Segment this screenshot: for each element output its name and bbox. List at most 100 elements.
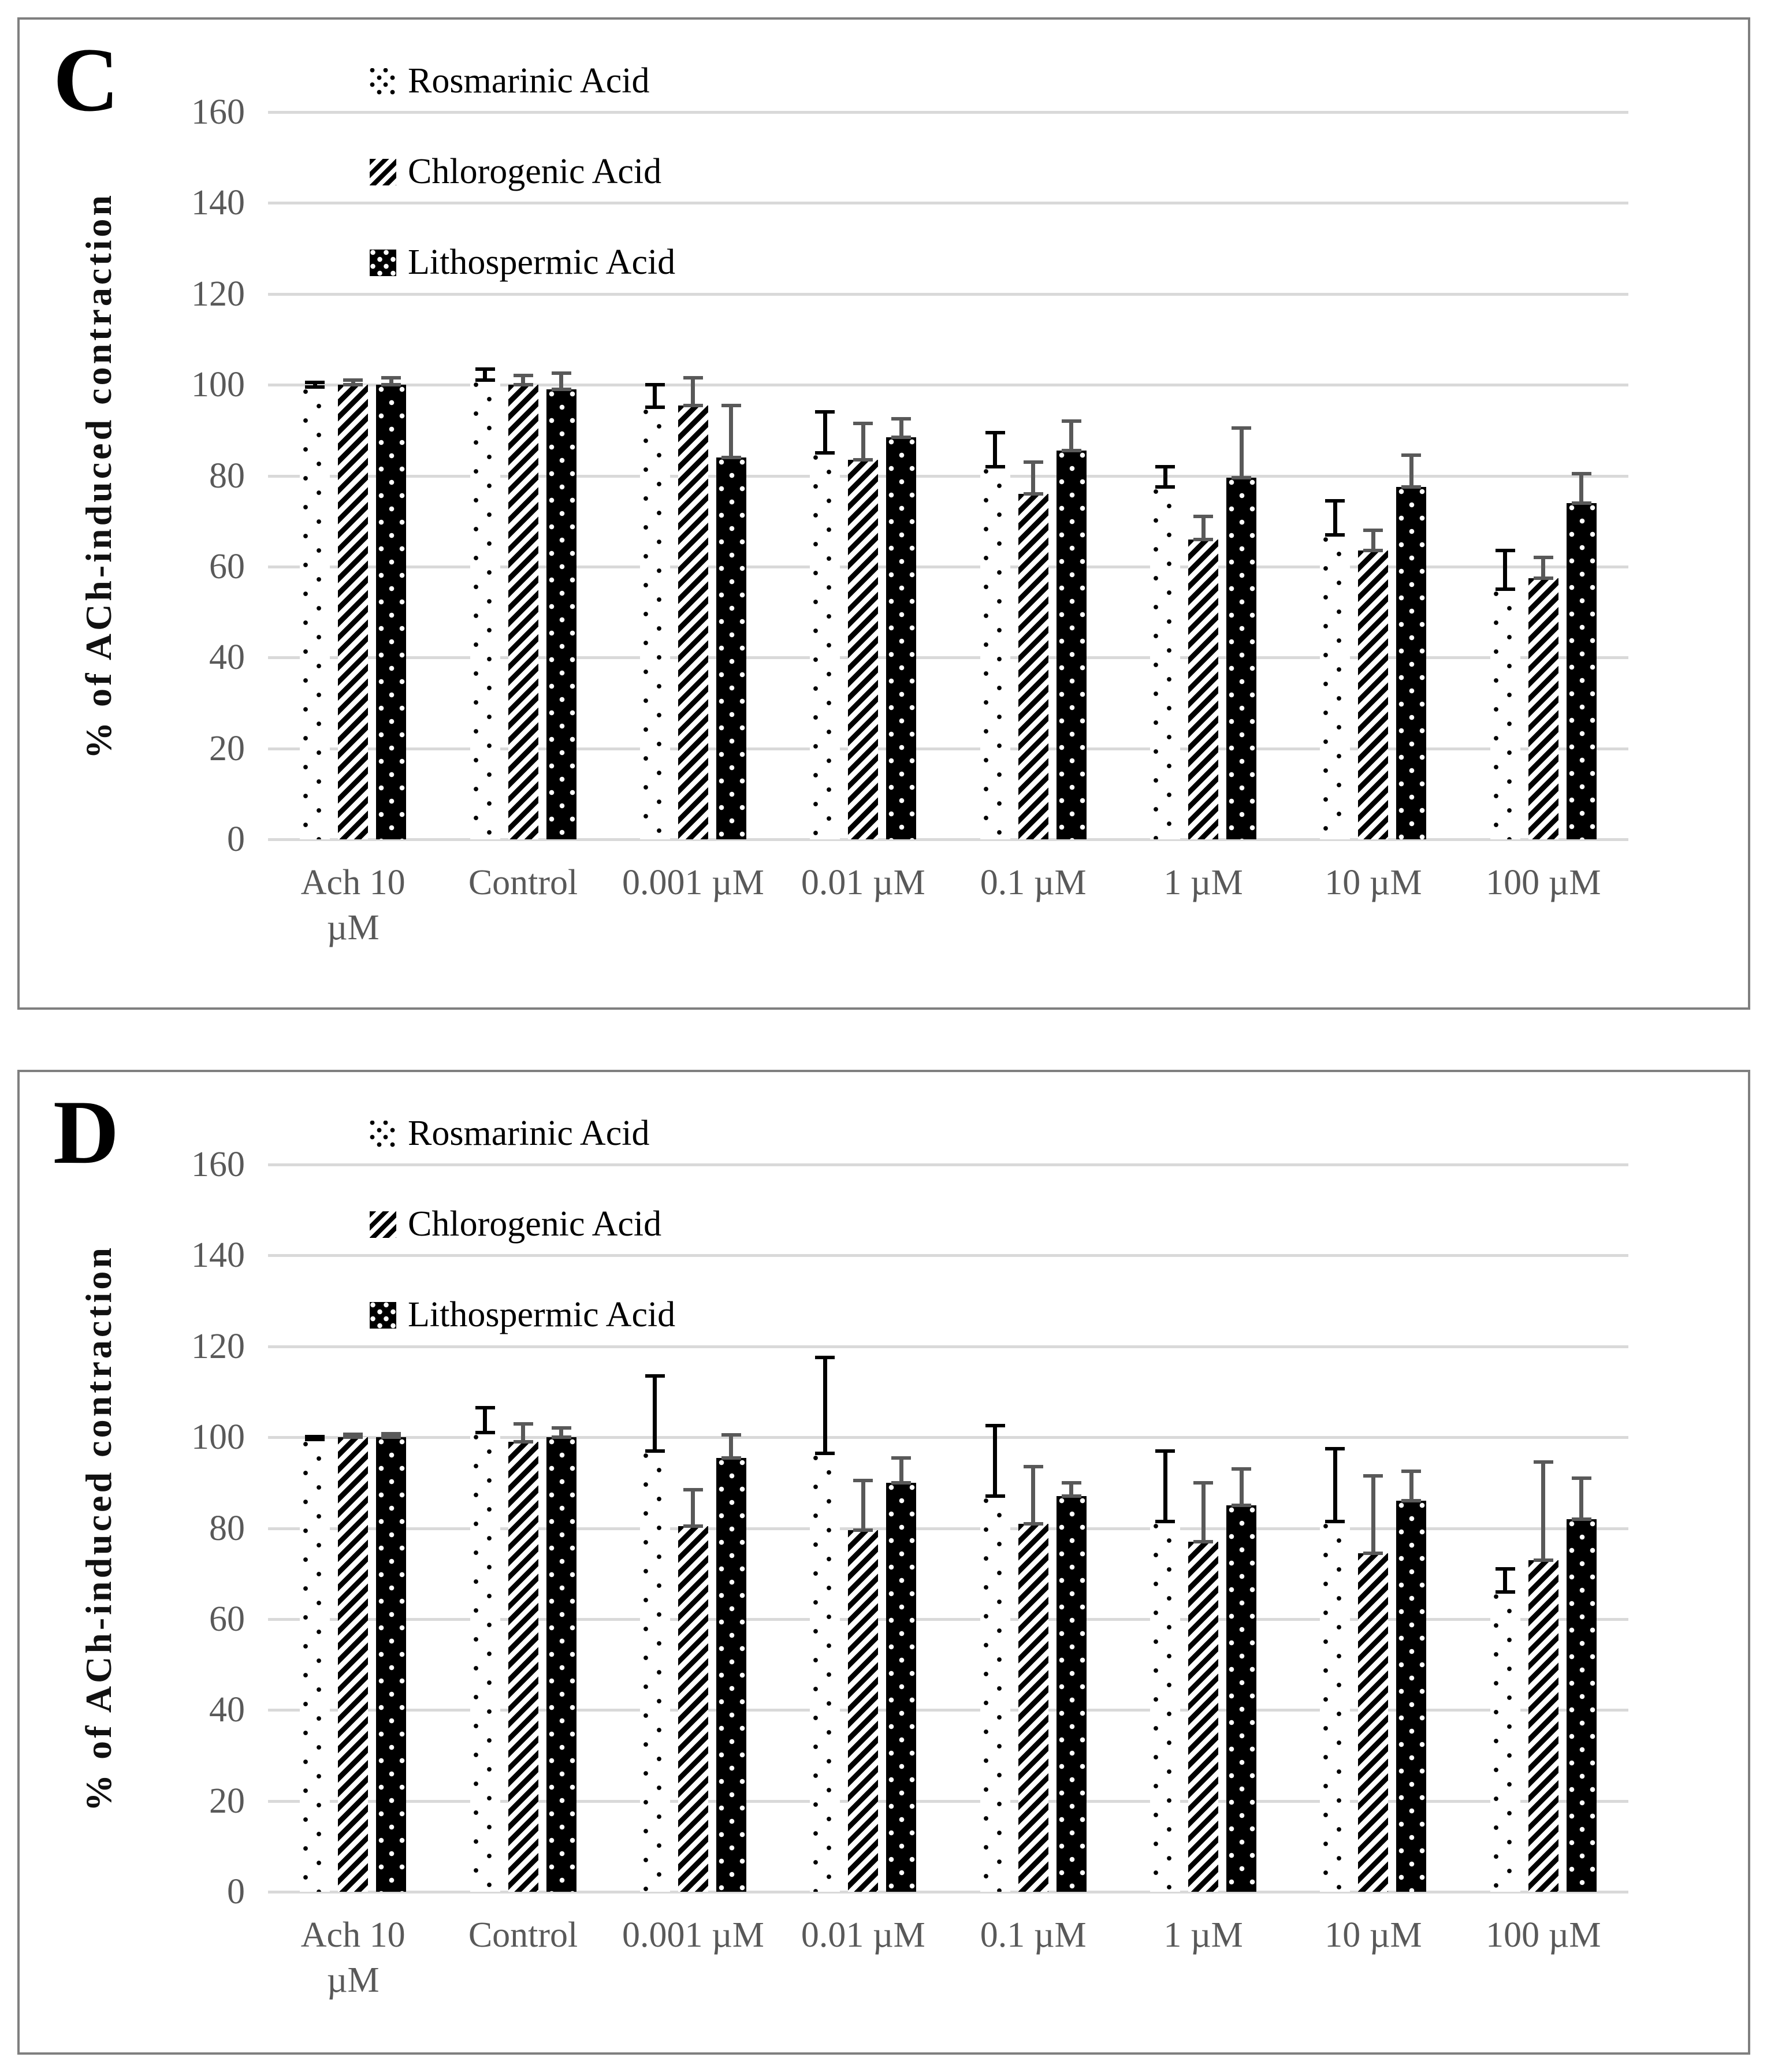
error-bar-stem <box>861 1480 865 1531</box>
error-bar-bottom-cap <box>891 1480 912 1485</box>
error-bar-bottom-cap <box>475 1431 495 1435</box>
error-bar-stem <box>729 405 734 458</box>
error-bar-stem <box>1579 473 1584 503</box>
error-bar <box>891 417 912 439</box>
error-bar <box>1401 453 1422 489</box>
error-bar <box>645 1374 665 1453</box>
error-bar <box>513 1422 533 1444</box>
error-bar-stem <box>691 378 695 406</box>
panel-label: D <box>53 1082 120 1183</box>
y-tick-label: 60 <box>209 1599 245 1639</box>
bar <box>639 1450 670 1892</box>
bar <box>1566 1519 1597 1892</box>
error-bar-stem <box>899 1457 903 1483</box>
gridline <box>268 1254 1628 1258</box>
bar <box>1226 478 1257 839</box>
error-bar <box>853 422 873 462</box>
bar <box>508 1441 538 1892</box>
error-bar <box>1193 515 1214 541</box>
error-bar <box>1232 1467 1252 1508</box>
error-bar-stem <box>823 412 827 453</box>
bar <box>1490 589 1520 839</box>
error-bar-bottom-cap <box>381 383 401 387</box>
error-bar-bottom-cap <box>513 1439 533 1444</box>
error-bar-bottom-cap <box>1325 1519 1345 1523</box>
error-bar <box>343 378 363 387</box>
y-tick-label: 40 <box>209 1690 245 1730</box>
bar <box>508 385 538 839</box>
error-bar-stem <box>1239 427 1244 478</box>
error-bar <box>1023 460 1043 496</box>
legend-item: Chlorogenic Acid <box>370 127 675 217</box>
error-bar-bottom-cap <box>513 383 533 387</box>
error-bar-bottom-cap <box>1232 1504 1252 1508</box>
error-bar-stem <box>1371 1476 1375 1553</box>
x-category-label: 100 µM <box>1486 1915 1601 1955</box>
error-bar <box>683 1487 703 1528</box>
error-bar-bottom-cap <box>1193 1540 1214 1544</box>
error-bar-stem <box>1333 500 1337 535</box>
error-bar-stem <box>559 373 564 389</box>
error-bar <box>551 1426 571 1439</box>
error-bar <box>721 1433 741 1460</box>
y-tick-label: 20 <box>209 728 245 768</box>
error-bar <box>1363 528 1383 553</box>
error-bar-stem <box>1409 455 1413 488</box>
error-bar-stem <box>1503 550 1508 590</box>
error-bar-bottom-cap <box>721 1456 741 1460</box>
bar <box>1358 550 1389 839</box>
panel-label: C <box>53 29 120 131</box>
error-bar-stem <box>691 1489 695 1526</box>
error-bar-stem <box>1239 1469 1244 1506</box>
error-bar-stem <box>1541 557 1546 578</box>
x-category-label: 0.01 µM <box>801 863 925 902</box>
bar <box>810 1453 840 1892</box>
gridline <box>268 384 1628 387</box>
diagonal-stripes-swatch-icon <box>370 1211 396 1238</box>
error-bar-bottom-cap <box>305 385 325 389</box>
error-bar <box>381 376 401 387</box>
bar <box>1056 1496 1087 1892</box>
error-bar-stem <box>993 432 998 467</box>
error-bar-stem <box>1503 1569 1508 1592</box>
error-bar <box>1495 549 1515 592</box>
gridline <box>268 1617 1628 1621</box>
error-bar <box>1155 1449 1175 1523</box>
error-bar <box>305 1434 325 1442</box>
error-bar-stem <box>1163 466 1167 488</box>
error-bar-bottom-cap <box>1155 1519 1175 1523</box>
bar <box>1150 1521 1181 1892</box>
error-bar-stem <box>1579 1478 1584 1519</box>
error-bar-bottom-cap <box>1023 1522 1043 1526</box>
bar <box>1320 534 1351 839</box>
error-bar-bottom-cap <box>1232 476 1252 480</box>
error-bar-bottom-cap <box>853 1528 873 1532</box>
error-bar-bottom-cap <box>1495 1590 1515 1594</box>
error-bar <box>1155 464 1175 489</box>
error-bar-stem <box>351 380 355 385</box>
error-bar <box>815 410 835 455</box>
legend-item-label: Lithospermic Acid <box>408 1295 676 1334</box>
gridline <box>268 565 1628 568</box>
error-bar-bottom-cap <box>1495 587 1515 592</box>
bar <box>1188 539 1219 839</box>
error-bar-bottom-cap <box>1061 449 1081 453</box>
error-bar <box>645 383 665 410</box>
bar <box>1490 1591 1520 1892</box>
error-bar-stem <box>1031 462 1036 494</box>
error-bar <box>1325 1446 1345 1523</box>
gridline <box>268 1527 1628 1530</box>
error-bar-bottom-cap <box>343 383 363 387</box>
error-bar <box>1363 1474 1383 1555</box>
bar <box>376 385 407 839</box>
error-bar-stem <box>1201 516 1206 540</box>
error-bar-bottom-cap <box>1325 533 1345 537</box>
dots-black-on-white-swatch-icon <box>370 1120 396 1147</box>
bar <box>1528 1560 1558 1892</box>
error-bar <box>551 371 571 391</box>
y-tick-label: 160 <box>191 1145 245 1184</box>
x-category-label: Ach 10 µM <box>300 1915 406 2000</box>
bar <box>1566 503 1597 839</box>
gridline <box>268 202 1628 205</box>
error-bar-bottom-cap <box>1193 537 1214 541</box>
